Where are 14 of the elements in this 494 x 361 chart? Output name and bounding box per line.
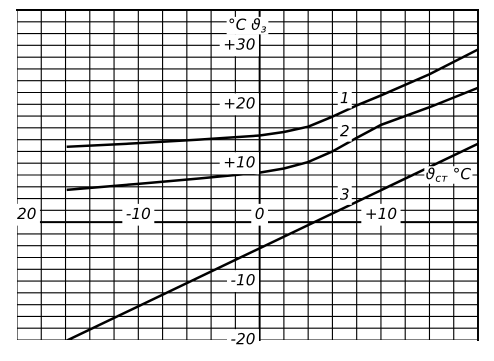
x-tick-label: 0 (256, 208, 264, 220)
x-tick-label: +10 (366, 208, 396, 220)
y-tick-label: +20 (224, 97, 255, 109)
series-label: 3 (340, 188, 349, 200)
y-tick-label: -20 (231, 332, 255, 344)
series-label: 1 (340, 92, 348, 104)
x-tick-label: 20 (17, 208, 36, 220)
y-tick-label: +10 (224, 156, 255, 168)
x-axis-title: ϑ$_{ст}$ °C (426, 167, 471, 182)
y-axis-title: °C ϑ$_{з}$ (229, 18, 266, 32)
series-label: 2 (340, 124, 349, 136)
x-tick-label: -10 (126, 208, 150, 220)
y-tick-label: +30 (224, 38, 255, 50)
y-tick-label: -10 (231, 274, 255, 286)
